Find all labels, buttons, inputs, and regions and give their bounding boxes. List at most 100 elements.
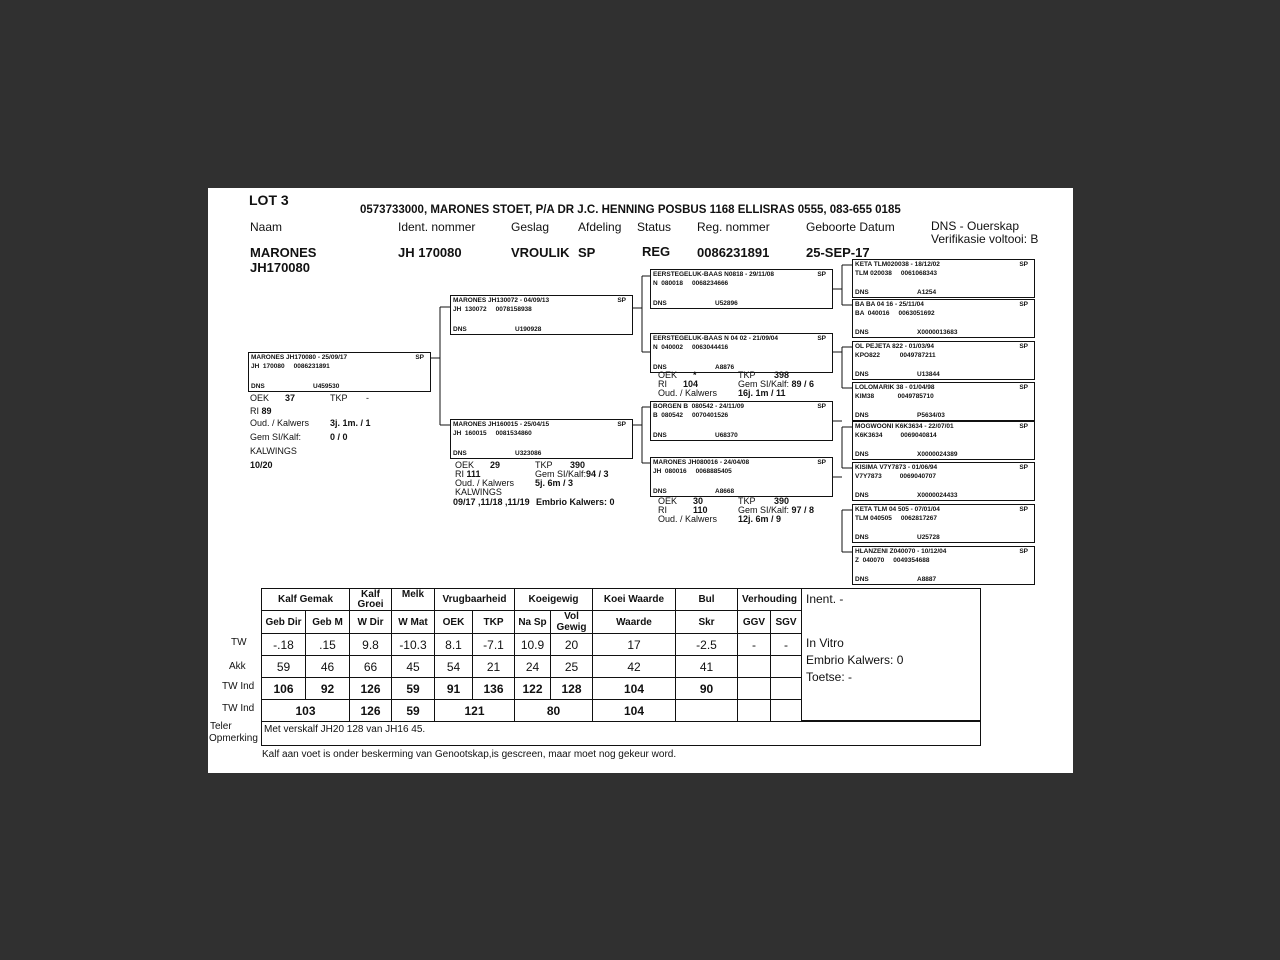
dns-label: DNS — [855, 451, 869, 458]
ri-value: 89 — [261, 406, 272, 416]
oek-value: 29 — [490, 460, 501, 470]
table-cell: 25 — [550, 655, 593, 678]
oek-label: OEK — [250, 393, 270, 403]
oek-label: OEK — [658, 370, 678, 380]
dns-value: X0000013683 — [917, 329, 958, 336]
oek-label: OEK — [658, 496, 678, 506]
owner-line: 0573733000, MARONES STOET, P/A DR J.C. H… — [360, 204, 901, 216]
dns-value: A1254 — [917, 289, 937, 296]
lot-number: LOT 3 — [249, 192, 289, 208]
table-cell: 9.8 — [349, 633, 392, 656]
label-dns: DNS - Ouerskap — [931, 219, 1020, 233]
table-cell: 59 — [261, 655, 306, 678]
table-row-tw-ind-group: 103 126 59 121 80 104 — [261, 699, 802, 722]
breed-code: SP — [817, 335, 826, 342]
pedigree-box-g3-6: KISIMA V7Y7873 - 01/06/94 V7Y7873 0069040… — [852, 462, 1035, 501]
animal-name: KISIMA V7Y7873 - 01/06/94 — [855, 464, 938, 471]
breed-code: SP — [1019, 261, 1028, 268]
verifikasie-value: B — [1030, 232, 1039, 246]
gem-value: 0 / 0 — [330, 432, 348, 442]
column-header: TKP — [472, 610, 515, 634]
label-geslag: Geslag — [511, 220, 550, 234]
table-row-tw: -.18.15 9.8 -10.3 8.1 -7.1 10.9 20 17 -2.5- - — [261, 633, 802, 656]
column-header: Waarde — [592, 610, 676, 634]
dns-label: DNS — [855, 371, 869, 378]
in-vitro-text: In Vitro — [806, 636, 844, 650]
breed-code: SP — [1019, 464, 1028, 471]
table-cell — [770, 699, 802, 722]
dns-value: A8887 — [917, 576, 937, 583]
row-label-tw-ind-group: TW Ind — [222, 703, 255, 714]
gem-label: Gem SI/Kalf: — [250, 432, 302, 442]
animal-ids: BA 040016 0063051692 — [855, 310, 935, 317]
group-header-row: Kalf Gemak Kalf Groei Melk Vrugbaarheid … — [261, 588, 802, 611]
table-cell — [770, 677, 802, 700]
label-geboorte: Geboorte Datum — [806, 220, 895, 234]
group-header: Kalf Groei — [349, 588, 392, 611]
table-cell: -2.5 — [675, 633, 738, 656]
oek-label: OEK — [455, 460, 475, 470]
dam-stats: OEK 29 TKP 390 RI 111 Gem SI/Kalf:94 / 3 Oud… — [455, 460, 609, 497]
dns-label: DNS — [855, 412, 869, 419]
label-afdeling: Afdeling — [578, 220, 622, 234]
animal-name: EERSTEGELUK-BAAS N0818 - 29/11/08 — [653, 271, 775, 278]
geslag-value: VROULIK — [511, 245, 570, 260]
table-cell: -.18 — [261, 633, 306, 656]
inent-text: Inent. - — [806, 592, 844, 606]
oud-label: Oud. / Kalwers — [658, 388, 718, 398]
dns-value: A8876 — [715, 364, 735, 371]
animal-ids: K6K3634 0069040814 — [855, 432, 937, 439]
tkp-value: 390 — [570, 460, 586, 470]
dns-value: A8668 — [715, 488, 735, 495]
oek-value: 37 — [285, 393, 296, 403]
animal-ids: N 040002 0063044416 — [653, 344, 729, 351]
table-cell: 126 — [349, 677, 392, 700]
dns-label: DNS — [855, 534, 869, 541]
oud-value: 12j. 6m / 9 — [738, 514, 782, 524]
breed-code: SP — [1019, 548, 1028, 555]
footer-note: Kalf aan voet is onder beskerming van Ge… — [262, 749, 677, 760]
animal-ids: TLM 040505 0062817267 — [855, 515, 938, 522]
animal-ids: JH 080016 0068885405 — [653, 468, 732, 475]
breed-code: SP — [817, 271, 826, 278]
pedigree-box-sire-sire: EERSTEGELUK-BAAS N0818 - 29/11/08 N 08001… — [650, 269, 833, 309]
breed-code: SP — [415, 354, 424, 361]
oud-value: 16j. 1m / 11 — [738, 388, 786, 398]
breed-code: SP — [817, 403, 826, 410]
table-cell: 92 — [305, 677, 350, 700]
remarks-box: Met verskalf JH20 128 van JH16 45. — [261, 721, 981, 746]
table-cell: 106 — [261, 677, 306, 700]
table-cell: 91 — [434, 677, 473, 700]
table-cell — [737, 655, 771, 678]
animal-name-2: JH170080 — [250, 260, 310, 275]
table-cell: 126 — [349, 699, 392, 722]
dam-kalwings: 09/17 ,11/18 ,11/19 — [453, 497, 530, 507]
animal-ids: JH 170080 0086231891 — [251, 363, 330, 370]
reg-value: 0086231891 — [697, 245, 770, 260]
subject-stats: OEK 37 TKP - — [250, 393, 369, 403]
gem-label: Gem SI/Kalf: — [738, 505, 790, 515]
table-cell: 17 — [592, 633, 676, 656]
pedigree-box-g3-2: BA BA 04 16 - 25/11/04 BA 040016 00630516… — [852, 299, 1035, 338]
remarks-text: Met verskalf JH20 128 van JH16 45. — [264, 724, 426, 735]
dns-value: U13844 — [917, 371, 940, 378]
subject-oud: Oud. / Kalwers 3j. 1m. / 1 — [250, 418, 371, 428]
animal-name: MARONES JH170080 - 25/09/17 — [251, 354, 348, 361]
label-status: Status — [637, 220, 672, 234]
table-cell: 42 — [592, 655, 676, 678]
table-cell: 90 — [675, 677, 738, 700]
row-label-akk: Akk — [229, 661, 246, 672]
table-cell: 104 — [592, 677, 676, 700]
animal-name: MARONES JH130072 - 04/09/13 — [453, 297, 550, 304]
group-header: Verhouding — [737, 588, 802, 611]
table-cell: 20 — [550, 633, 593, 656]
dns-value: U190928 — [515, 326, 542, 333]
oud-label: Oud. / Kalwers — [455, 478, 515, 488]
table-cell: 80 — [514, 699, 593, 722]
breed-code: SP — [817, 459, 826, 466]
group-header: Kalf Gemak — [261, 588, 350, 611]
ri-label: RI — [658, 505, 667, 515]
column-header: W Mat — [391, 610, 435, 634]
